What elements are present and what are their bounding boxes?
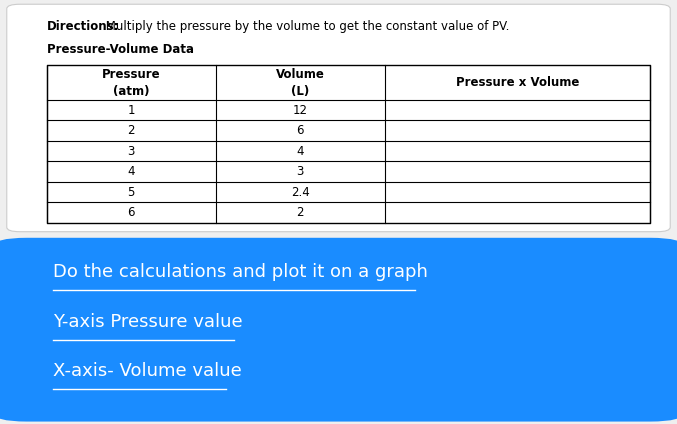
- Text: 1: 1: [127, 104, 135, 117]
- Text: Volume
(L): Volume (L): [276, 67, 324, 98]
- Text: 2: 2: [127, 124, 135, 137]
- Text: Y-axis Pressure value: Y-axis Pressure value: [53, 313, 243, 332]
- Text: 5: 5: [127, 186, 135, 198]
- Text: 6: 6: [127, 206, 135, 219]
- Bar: [47, 65, 651, 223]
- Text: 6: 6: [297, 124, 304, 137]
- FancyBboxPatch shape: [7, 4, 670, 232]
- Text: X-axis- Volume value: X-axis- Volume value: [53, 362, 242, 380]
- Text: Pressure
(atm): Pressure (atm): [102, 67, 160, 98]
- Text: 2.4: 2.4: [291, 186, 309, 198]
- Text: Pressure-Volume Data: Pressure-Volume Data: [47, 42, 194, 56]
- Text: Multiply the pressure by the volume to get the constant value of PV.: Multiply the pressure by the volume to g…: [102, 20, 509, 33]
- Text: 3: 3: [127, 145, 135, 158]
- Text: Do the calculations and plot it on a graph: Do the calculations and plot it on a gra…: [53, 263, 428, 281]
- FancyBboxPatch shape: [0, 238, 677, 421]
- Text: 4: 4: [297, 145, 304, 158]
- Text: 2: 2: [297, 206, 304, 219]
- Text: Directions:: Directions:: [47, 20, 119, 33]
- Text: 3: 3: [297, 165, 304, 178]
- Text: Pressure x Volume: Pressure x Volume: [456, 76, 580, 89]
- Text: 12: 12: [292, 104, 307, 117]
- Text: 4: 4: [127, 165, 135, 178]
